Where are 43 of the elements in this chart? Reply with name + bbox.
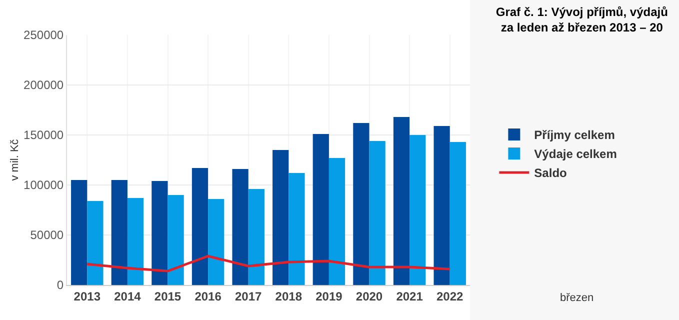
- bar: [272, 150, 289, 285]
- legend-label: Příjmy celkem: [534, 128, 615, 142]
- bar: [111, 180, 128, 285]
- y-tick-label: 200000: [24, 78, 64, 92]
- bar: [152, 181, 168, 285]
- x-tick-label: 2022: [436, 289, 464, 304]
- x-tick-label: 2015: [154, 289, 182, 304]
- bar: [208, 199, 224, 285]
- bar: [288, 173, 305, 285]
- x-tick-label: 2014: [114, 289, 142, 304]
- y-tick-label: 250000: [24, 28, 64, 42]
- text: březen: [560, 292, 594, 304]
- bar: [353, 123, 370, 285]
- bar: [71, 180, 88, 285]
- bar: [328, 158, 346, 285]
- x-tick-label: 2017: [235, 289, 262, 304]
- bar: [87, 201, 104, 285]
- bar: [232, 169, 248, 285]
- bar: [168, 195, 184, 285]
- text: Graf č. 1: Vývoj příjmů, výdajů za leden až březen 2013 – 20: [496, 5, 668, 35]
- bar: [127, 198, 144, 285]
- x-tick-label: 2013: [74, 289, 101, 304]
- y-axis-title: v mil. Kč: [9, 138, 22, 181]
- x-tick-label: 2019: [316, 289, 343, 304]
- bar: [434, 126, 450, 285]
- x-tick-label: 2020: [356, 289, 383, 304]
- bar: [312, 134, 329, 285]
- y-tick-label: 0: [56, 278, 64, 292]
- bar: [393, 117, 410, 285]
- legend-label: Saldo: [534, 166, 567, 180]
- legend-label: Výdaje celkem: [534, 147, 617, 162]
- x-tick-label: 2018: [275, 289, 302, 304]
- bar: [450, 142, 466, 285]
- bar: [369, 141, 386, 285]
- x-tick-label: 2016: [194, 289, 222, 304]
- bar: [192, 168, 208, 285]
- bar: [248, 189, 264, 285]
- y-tick-label: 150000: [24, 128, 64, 142]
- x-tick-label: 2021: [396, 289, 424, 304]
- y-tick-label: 100000: [24, 178, 64, 192]
- bar: [410, 135, 426, 285]
- line-series: [86, 254, 452, 272]
- y-tick-label: 50000: [30, 228, 64, 242]
